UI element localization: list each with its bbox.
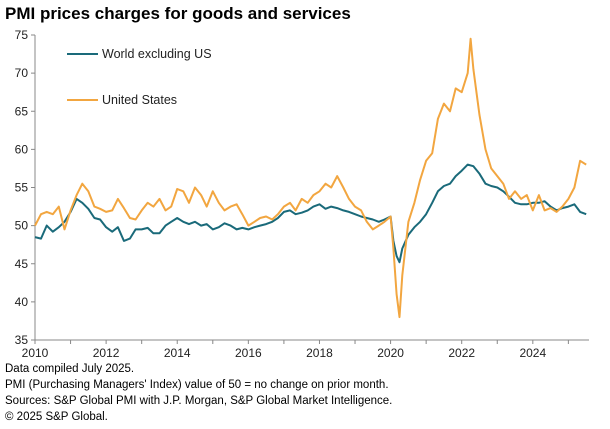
x-tick-label: 2020 (377, 346, 404, 360)
footnote-data-compiled: Data compiled July 2025. (5, 363, 135, 375)
x-tick-label: 2022 (448, 346, 475, 360)
x-tick-label: 2014 (164, 346, 191, 360)
legend-label-united-states: United States (102, 93, 177, 107)
x-tick-label: 2018 (306, 346, 333, 360)
footnote-sources: Sources: S&P Global PMI with J.P. Morgan… (5, 395, 393, 407)
series-line-united-states (34, 37, 587, 319)
y-tick-label: 65 (15, 104, 29, 118)
y-tick-label: 60 (15, 142, 29, 156)
footnotes: Data compiled July 2025. PMI (Purchasing… (5, 361, 392, 425)
footnote-pmi-definition: PMI (Purchasing Managers' Index) value o… (5, 379, 389, 391)
chart-title: PMI prices charges for goods and service… (5, 4, 351, 23)
y-tick-label: 35 (15, 333, 29, 347)
x-tick-label: 2010 (22, 346, 49, 360)
y-tick-label: 50 (15, 219, 29, 233)
x-tick-label: 2016 (235, 346, 262, 360)
y-tick-label: 45 (15, 257, 29, 271)
y-tick-label: 70 (15, 66, 29, 80)
x-tick-label: 2024 (519, 346, 546, 360)
y-tick-label: 75 (15, 28, 29, 42)
legend-label-world-excluding-us: World excluding US (102, 47, 212, 61)
footnote-copyright: © 2025 S&P Global. (5, 411, 108, 423)
x-tick-label: 2012 (93, 346, 120, 360)
y-tick-label: 40 (15, 295, 29, 309)
y-tick-label: 55 (15, 181, 29, 195)
series-line-world-excluding-us (34, 163, 587, 264)
